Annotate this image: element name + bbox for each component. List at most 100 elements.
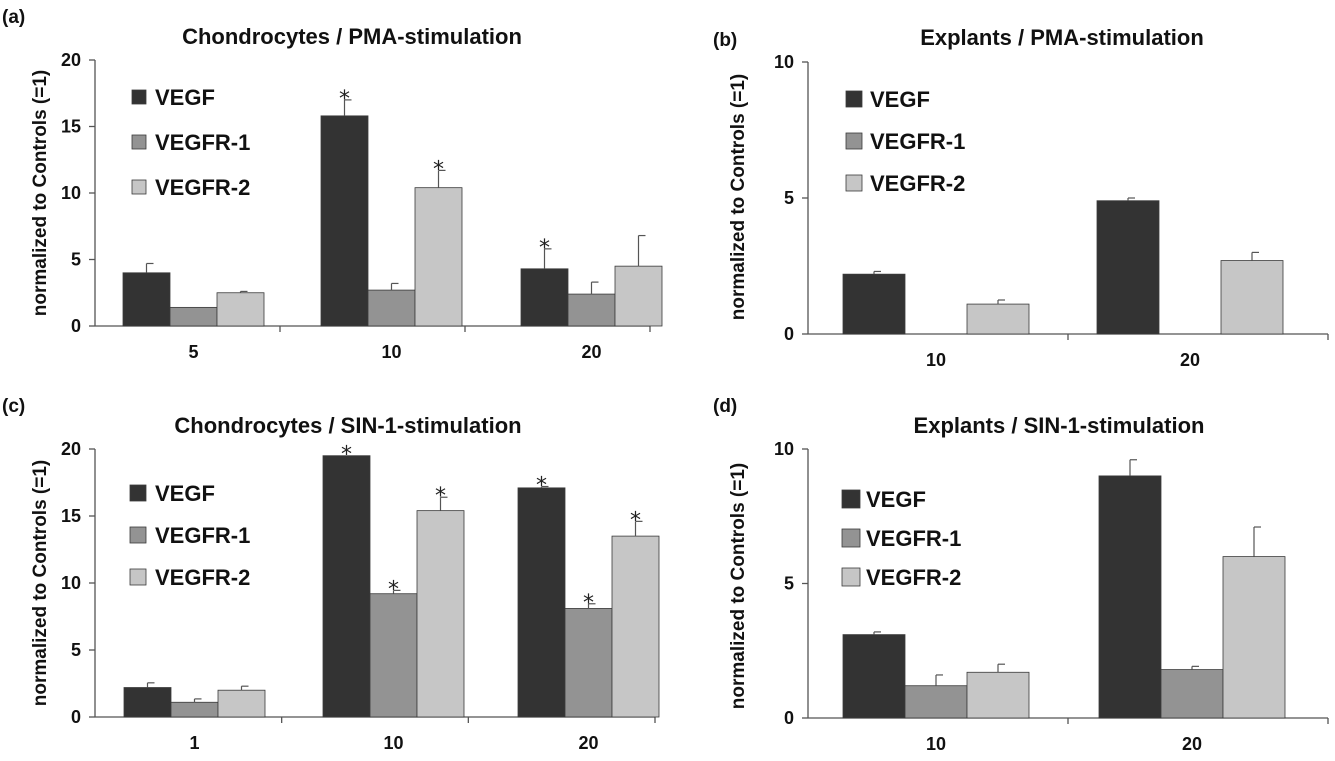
y-tick-label: 20 — [61, 439, 81, 459]
bar-vegfr-1 — [564, 608, 613, 718]
y-tick-label: 5 — [71, 640, 81, 660]
bar-vegf — [842, 634, 906, 719]
legend-label: VEGFR-2 — [155, 565, 250, 590]
bar-vegfr-2 — [217, 689, 266, 718]
legend-label: VEGFR-2 — [866, 565, 961, 590]
y-tick-label: 10 — [61, 183, 81, 203]
legend-label: VEGFR-1 — [866, 526, 961, 551]
chart-title: Explants / SIN-1-stimulation — [914, 413, 1205, 438]
bar-vegfr-2 — [1220, 260, 1284, 335]
y-tick-label: 20 — [61, 50, 81, 70]
bar-vegf — [520, 268, 569, 327]
bar-vegf — [1098, 475, 1162, 719]
bar-vegfr-1 — [169, 306, 218, 327]
x-tick-label: 20 — [578, 733, 598, 753]
y-axis-label: normalized to Controls (=1) — [728, 463, 749, 710]
y-axis-label: normalized to Controls (=1) — [30, 460, 51, 707]
x-tick-label: 10 — [383, 733, 403, 753]
legend-label: VEGFR-2 — [155, 175, 250, 200]
panel-label: (d) — [713, 396, 737, 417]
chart-title: Explants / PMA-stimulation — [920, 25, 1204, 50]
panel-a: (a) Chondrocytes / PMA-stimulation normali… — [2, 7, 663, 362]
bar-vegfr-2 — [216, 292, 265, 327]
bar-vegf — [320, 115, 369, 327]
significance-star: * — [388, 577, 399, 602]
x-tick-label: 10 — [926, 734, 946, 754]
y-axis-label: normalized to Controls (=1) — [30, 70, 51, 317]
legend-swatch — [845, 132, 863, 150]
legend-swatch — [131, 89, 147, 105]
x-tick-label: 10 — [381, 342, 401, 362]
y-tick-label: 0 — [784, 708, 794, 728]
legend-label: VEGF — [155, 481, 215, 506]
bar-vegfr-1 — [567, 293, 616, 327]
significance-star: * — [630, 508, 641, 533]
y-tick-label: 5 — [71, 250, 81, 270]
bar-vegfr-1 — [367, 289, 416, 327]
legend-swatch — [131, 134, 147, 150]
bar-vegf — [1096, 200, 1160, 335]
legend-label: VEGFR-1 — [155, 130, 250, 155]
y-tick-label: 10 — [774, 52, 794, 72]
bar-vegfr-2 — [1222, 556, 1286, 719]
legend-swatch — [841, 489, 861, 509]
legend-label: VEGFR-1 — [155, 523, 250, 548]
y-tick-label: 15 — [61, 117, 81, 137]
bar-vegf — [842, 273, 906, 335]
legend-swatch — [131, 179, 147, 195]
bar-vegfr-1 — [170, 701, 219, 718]
y-tick-label: 0 — [71, 707, 81, 727]
x-tick-label: 20 — [1180, 350, 1200, 370]
significance-star: * — [339, 87, 350, 112]
bar-vegfr-1 — [904, 685, 968, 719]
y-tick-label: 15 — [61, 506, 81, 526]
legend-label: VEGF — [866, 487, 926, 512]
panel-label: (a) — [2, 7, 25, 28]
bar-vegf — [122, 272, 171, 327]
significance-star: * — [536, 474, 547, 499]
significance-star: * — [341, 443, 352, 468]
legend-swatch — [841, 567, 861, 587]
legend-label: VEGFR-1 — [870, 129, 965, 154]
legend-swatch — [845, 174, 863, 192]
legend-label: VEGFR-2 — [870, 171, 965, 196]
y-tick-label: 10 — [774, 439, 794, 459]
legend-swatch — [129, 568, 147, 586]
panel-d: (d) Explants / SIN-1-stimulation normalize… — [713, 396, 1329, 754]
chart-title: Chondrocytes / PMA-stimulation — [182, 24, 522, 49]
bar-vegfr-2 — [966, 303, 1030, 335]
legend-label: VEGF — [155, 85, 215, 110]
bar-vegfr-1 — [369, 593, 418, 718]
bar-vegfr-2 — [966, 671, 1030, 719]
y-tick-label: 5 — [784, 574, 794, 594]
y-tick-label: 5 — [784, 188, 794, 208]
panel-c: (c) Chondrocytes / SIN-1-stimulation norma… — [2, 396, 660, 753]
y-axis-label: normalized to Controls (=1) — [728, 74, 749, 321]
x-tick-label: 20 — [1182, 734, 1202, 754]
significance-star: * — [435, 484, 446, 509]
legend-swatch — [841, 528, 861, 548]
legend-label: VEGF — [870, 87, 930, 112]
significance-star: * — [433, 157, 444, 182]
significance-star: * — [583, 591, 594, 616]
y-tick-label: 0 — [784, 324, 794, 344]
legend-swatch — [129, 526, 147, 544]
significance-star: * — [539, 236, 550, 261]
panel-label: (b) — [713, 30, 737, 51]
y-tick-label: 0 — [71, 316, 81, 336]
x-tick-label: 10 — [926, 350, 946, 370]
legend-swatch — [845, 90, 863, 108]
bar-vegf — [123, 687, 172, 718]
bar-vegf — [517, 487, 566, 718]
chart-title: Chondrocytes / SIN-1-stimulation — [174, 413, 521, 438]
x-tick-label: 5 — [188, 342, 198, 362]
bar-vegfr-2 — [611, 535, 660, 718]
bar-vegfr-2 — [614, 265, 663, 327]
x-tick-label: 20 — [581, 342, 601, 362]
bar-vegfr-1 — [1160, 669, 1224, 719]
panel-label: (c) — [2, 396, 25, 417]
bar-vegfr-2 — [414, 187, 463, 327]
bar-vegf — [322, 455, 371, 718]
panel-b: (b) Explants / PMA-stimulation normalized … — [713, 25, 1329, 370]
